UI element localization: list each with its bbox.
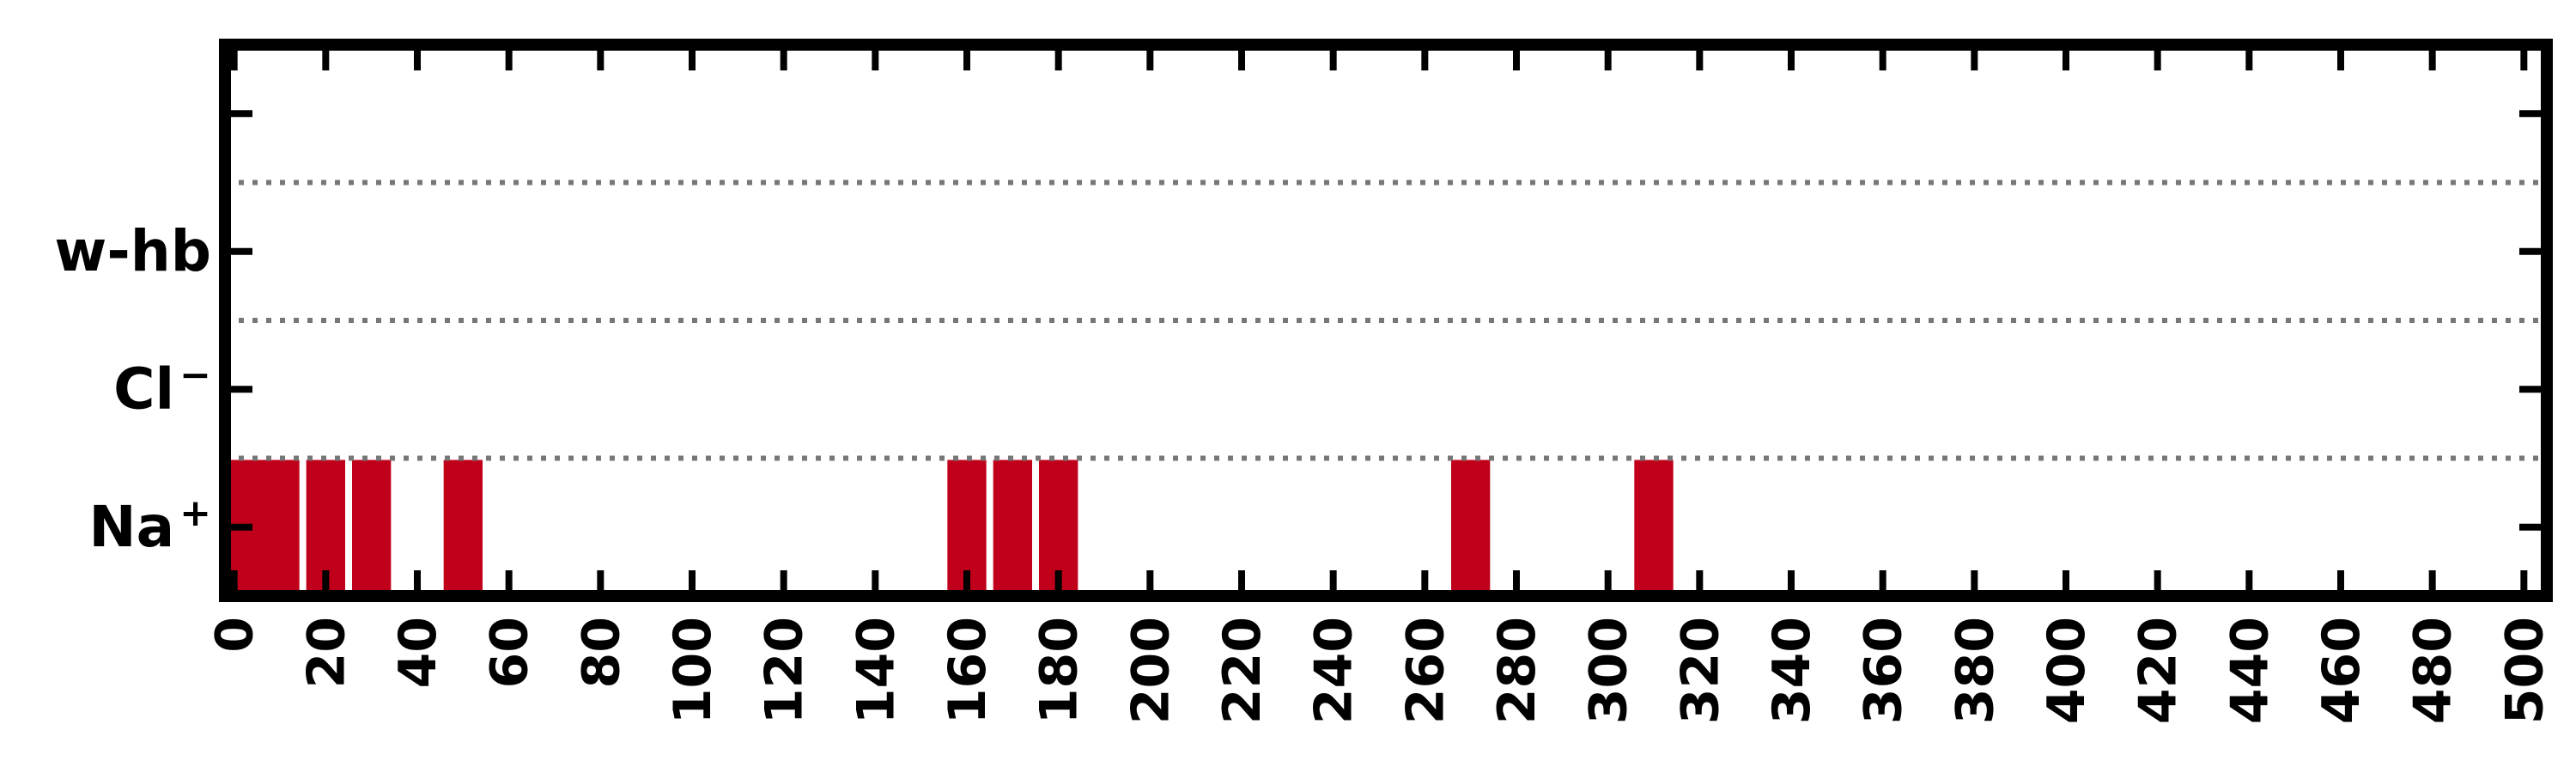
x-tick-label: 0 [205,617,265,653]
x-tick-label: 200 [1121,617,1181,724]
x-tick-label: 440 [2220,617,2280,724]
x-tick-label: 260 [1395,617,1455,724]
x-tick-label: 100 [663,617,723,724]
x-tick-label: 120 [755,617,815,724]
x-tick-label: 300 [1579,617,1639,724]
plot-frame [219,39,2553,602]
y-tick-label: Na + [88,491,211,560]
x-tick-label: 80 [571,617,631,689]
x-axis-ticks: 0 20 40 60 80 100 120 140 160 180 200 220 240 260 280 3… [205,45,2555,724]
x-tick-label: 380 [1945,617,2005,724]
bar-na-270 [1451,460,1491,596]
y-tick-label: w-hb [54,218,211,284]
x-tick-label: 400 [2037,617,2097,724]
x-tick-label: 360 [1854,617,1914,724]
x-tick-label: 220 [1212,617,1273,724]
x-tick-label: 20 [296,617,356,689]
y-tick-label: Cl − [113,353,211,422]
bars-layer [223,460,1674,596]
x-tick-label: 420 [2129,617,2189,724]
bar-na-170 [993,460,1032,596]
x-tick-label: 140 [846,617,906,724]
x-tick-label: 320 [1670,617,1730,724]
bar-na-50 [443,460,483,596]
x-tick-label: 500 [2494,617,2555,724]
x-tick-label: 280 [1487,617,1547,724]
x-tick-label: 340 [1762,617,1822,724]
x-tick-label: 160 [938,617,998,724]
x-tick-label: 40 [388,617,448,689]
x-tick-label: 240 [1304,617,1364,724]
x-tick-label: 480 [2403,617,2464,724]
x-tick-label: 60 [480,617,540,689]
bar-na-10 [260,460,300,596]
bar-na-310 [1634,460,1674,596]
bar-na-30 [352,460,392,596]
x-tick-label: 460 [2312,617,2372,724]
row-separators [225,180,2547,461]
x-tick-label: 180 [1030,617,1090,724]
